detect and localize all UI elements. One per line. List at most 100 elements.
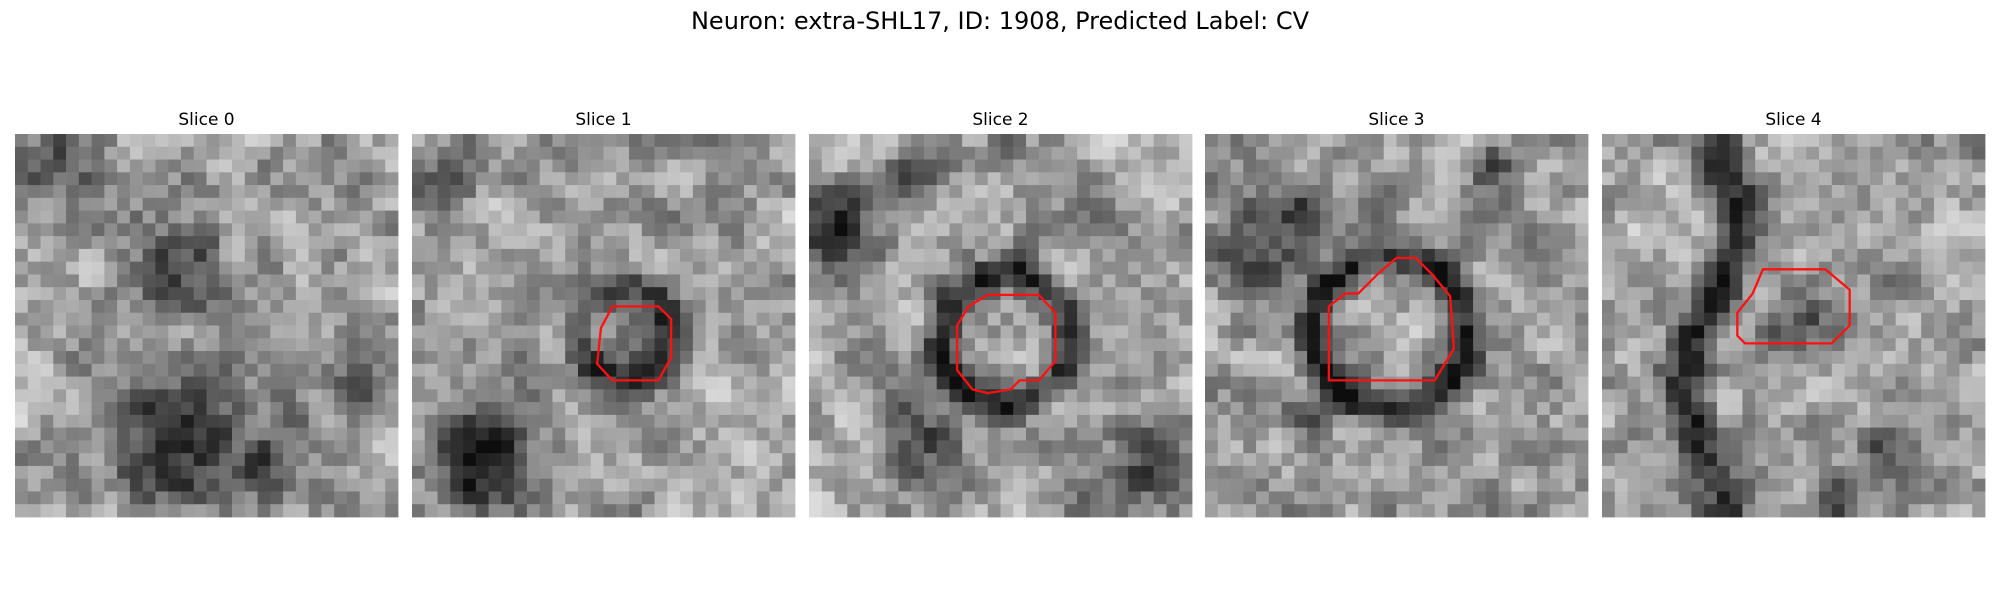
- pixel: [782, 197, 796, 211]
- pixel: [1933, 376, 1948, 390]
- pixel: [15, 453, 29, 467]
- pixel: [412, 427, 426, 441]
- pixel: [1729, 287, 1743, 301]
- pixel: [692, 402, 707, 416]
- pixel: [1230, 172, 1244, 186]
- pixel: [1460, 287, 1474, 301]
- pixel: [155, 159, 169, 173]
- pixel: [1653, 478, 1667, 492]
- pixel: [1089, 172, 1104, 186]
- pixel: [155, 465, 169, 480]
- pixel: [359, 351, 373, 365]
- pixel: [1038, 159, 1052, 173]
- pixel: [1243, 402, 1257, 416]
- pixel: [1511, 402, 1525, 416]
- pixel: [244, 299, 258, 314]
- pixel: [15, 299, 29, 314]
- pixel: [206, 185, 220, 199]
- pixel: [1793, 440, 1807, 454]
- pixel: [1217, 146, 1231, 160]
- pixel: [834, 427, 848, 441]
- pixel: [1256, 134, 1270, 148]
- pixel: [718, 440, 732, 454]
- pixel: [232, 363, 246, 377]
- pixel: [667, 274, 681, 288]
- pixel: [1281, 478, 1295, 492]
- pixel: [1895, 402, 1909, 416]
- pixel: [1524, 440, 1538, 454]
- pixel: [193, 338, 207, 352]
- pixel: [1614, 185, 1628, 199]
- pixel: [809, 134, 823, 148]
- pixel: [1895, 172, 1909, 186]
- pixel: [1051, 146, 1065, 160]
- pixel: [1268, 172, 1282, 186]
- pixel: [206, 299, 220, 314]
- pixel: [1332, 312, 1346, 326]
- pixel: [53, 465, 67, 480]
- pixel: [463, 172, 477, 186]
- pixel: [1026, 210, 1040, 224]
- pixel: [1780, 159, 1794, 173]
- pixel: [667, 465, 681, 480]
- pixel: [27, 197, 41, 211]
- pixel: [603, 197, 617, 211]
- pixel: [1691, 146, 1705, 160]
- pixel: [1640, 287, 1654, 301]
- pixel: [680, 287, 694, 301]
- pixel: [270, 427, 284, 441]
- pixel: [437, 351, 451, 365]
- pixel: [1115, 210, 1129, 224]
- pixel: [1716, 312, 1731, 326]
- pixel: [1882, 325, 1897, 339]
- pixel: [40, 402, 54, 416]
- pixel: [424, 363, 438, 377]
- pixel: [860, 159, 874, 173]
- pixel: [1895, 504, 1909, 518]
- pixel: [1243, 223, 1257, 237]
- pixel: [1409, 287, 1423, 301]
- pixel: [1026, 261, 1040, 275]
- pixel: [809, 236, 823, 250]
- pixel: [1396, 248, 1410, 263]
- pixel: [1332, 172, 1346, 186]
- pixel: [1767, 478, 1782, 492]
- pixel: [488, 453, 502, 467]
- pixel: [680, 134, 694, 148]
- pixel: [1627, 453, 1641, 467]
- pixel: [1627, 338, 1641, 352]
- pixel: [1319, 197, 1334, 211]
- pixel: [1013, 414, 1027, 429]
- pixel: [1319, 465, 1334, 480]
- pixel: [475, 440, 489, 454]
- pixel: [463, 159, 477, 173]
- pixel: [898, 376, 912, 390]
- pixel: [936, 172, 950, 186]
- pixel: [359, 236, 373, 250]
- pixel: [1831, 312, 1845, 326]
- pixel: [743, 236, 758, 250]
- pixel: [1933, 465, 1948, 480]
- pixel: [1038, 134, 1052, 148]
- pixel: [180, 338, 195, 352]
- pixel: [1742, 261, 1756, 275]
- pixel: [1000, 172, 1014, 186]
- pixel: [1575, 427, 1589, 441]
- pixel: [1614, 325, 1628, 339]
- pixel: [1640, 402, 1654, 416]
- pixel: [1831, 427, 1845, 441]
- contour: [1736, 268, 1851, 345]
- pixel: [1217, 210, 1231, 224]
- pixel: [680, 478, 694, 492]
- pixel: [437, 376, 451, 390]
- pixel: [1077, 363, 1091, 377]
- pixel: [219, 146, 233, 160]
- pixel: [463, 236, 477, 250]
- pixel: [155, 197, 169, 211]
- pixel: [1434, 504, 1448, 518]
- pixel: [769, 223, 783, 237]
- pixel: [1230, 440, 1244, 454]
- pixel: [1870, 159, 1884, 173]
- pixel: [232, 146, 246, 160]
- pixel: [680, 223, 694, 237]
